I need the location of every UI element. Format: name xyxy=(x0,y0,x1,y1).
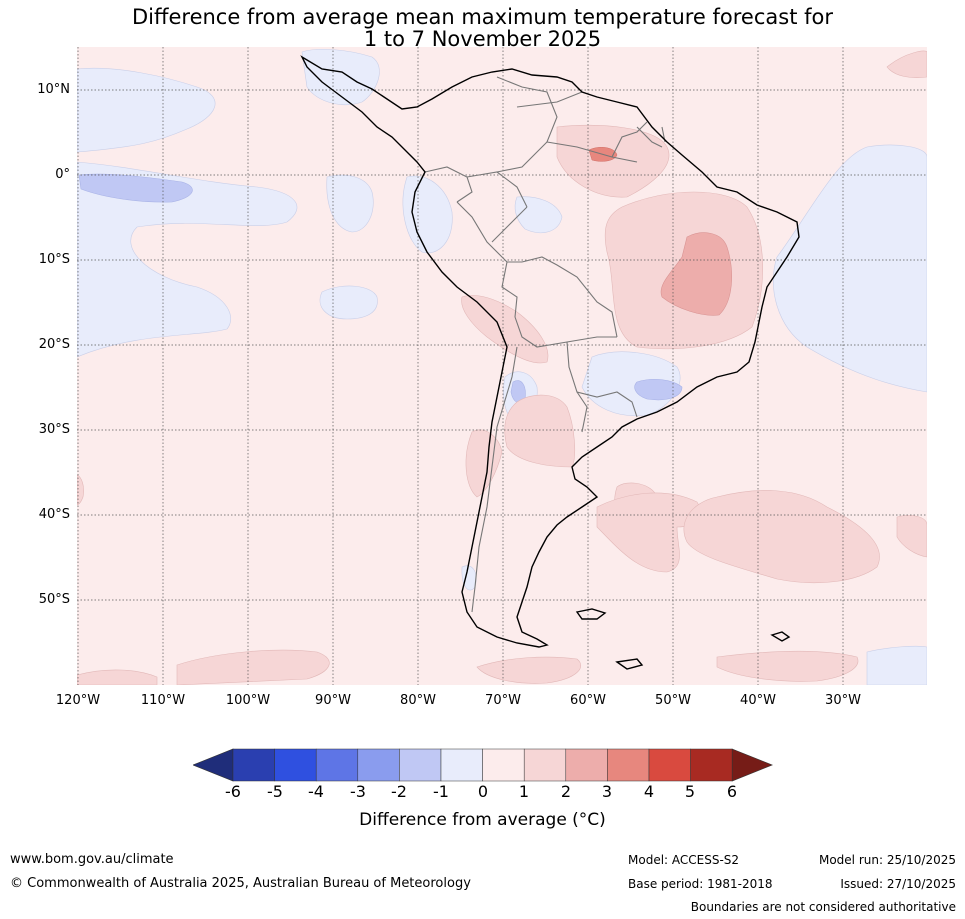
chart-title-line2: 1 to 7 November 2025 xyxy=(363,27,602,51)
colorbar-segment xyxy=(565,748,608,782)
lon-label-40w: 40°W xyxy=(740,693,776,708)
issued-date: Issued: 27/10/2025 xyxy=(840,877,956,891)
temperature-anomaly-map xyxy=(77,47,927,685)
country-borders xyxy=(424,76,666,613)
lon-label-70w: 70°W xyxy=(485,693,521,708)
lat-label-0: 0° xyxy=(55,167,70,182)
colorbar-tick: -4 xyxy=(308,782,324,801)
cool-anomaly-regions xyxy=(77,48,927,685)
lon-label-110w: 110°W xyxy=(140,693,186,708)
copyright-text: © Commonwealth of Australia 2025, Austra… xyxy=(10,876,471,891)
anomaly-background xyxy=(77,47,927,685)
chart-title-line1: Difference from average mean maximum tem… xyxy=(132,5,833,29)
model-name: Model: ACCESS-S2 xyxy=(628,853,740,867)
strong-cool-regions xyxy=(78,173,683,404)
colorbar-arrow-low xyxy=(193,748,234,782)
colorbar xyxy=(193,748,773,782)
colorbar-arrow-high xyxy=(731,748,773,782)
lat-label-30s: 30°S xyxy=(38,422,70,437)
lat-label-40s: 40°S xyxy=(38,507,70,522)
colorbar-tick: -3 xyxy=(350,782,366,801)
lon-label-120w: 120°W xyxy=(55,693,101,708)
colorbar-tick: 6 xyxy=(726,782,738,801)
colorbar-segment xyxy=(690,748,733,782)
colorbar-tick: 4 xyxy=(643,782,655,801)
colorbar-segment xyxy=(607,748,650,782)
base-period: Base period: 1981-2018 xyxy=(628,877,773,891)
lon-label-30w: 30°W xyxy=(825,693,861,708)
colorbar-tick: 1 xyxy=(518,782,530,801)
colorbar-tick: -5 xyxy=(267,782,283,801)
lat-label-20s: 20°S xyxy=(38,337,70,352)
coastline xyxy=(300,55,800,670)
colorbar-segment xyxy=(523,748,567,782)
colorbar-tick: 5 xyxy=(684,782,696,801)
lon-label-100w: 100°W xyxy=(225,693,271,708)
lon-label-50w: 50°W xyxy=(655,693,691,708)
lon-label-80w: 80°W xyxy=(400,693,436,708)
website-link[interactable]: www.bom.gov.au/climate xyxy=(10,852,174,867)
colorbar-label: Difference from average (°C) xyxy=(359,810,606,830)
lon-label-90w: 90°W xyxy=(315,693,351,708)
colorbar-segment xyxy=(357,748,400,782)
colorbar-segment xyxy=(482,748,525,782)
colorbar-tick: 0 xyxy=(477,782,489,801)
strong-warm-regions xyxy=(660,232,732,316)
colorbar-tick: -6 xyxy=(225,782,241,801)
map-panel xyxy=(77,47,927,685)
colorbar-segment xyxy=(399,748,442,782)
colorbar-tick: -1 xyxy=(433,782,449,801)
colorbar-segment xyxy=(315,748,359,782)
colorbar-segment xyxy=(440,748,483,782)
colorbar-segment xyxy=(232,748,275,782)
colorbar-segment xyxy=(648,748,691,782)
lat-label-50s: 50°S xyxy=(38,592,70,607)
model-run-date: Model run: 25/10/2025 xyxy=(818,853,956,867)
lat-label-10n: 10°N xyxy=(37,82,70,97)
lat-label-10s: 10°S xyxy=(38,252,70,267)
colorbar-tick: -2 xyxy=(391,782,407,801)
boundaries-disclaimer: Boundaries are not considered authoritat… xyxy=(690,900,956,914)
colorbar-segment xyxy=(274,748,317,782)
lon-label-60w: 60°W xyxy=(570,693,606,708)
colorbar-tick: 3 xyxy=(601,782,613,801)
colorbar-tick: 2 xyxy=(560,782,572,801)
